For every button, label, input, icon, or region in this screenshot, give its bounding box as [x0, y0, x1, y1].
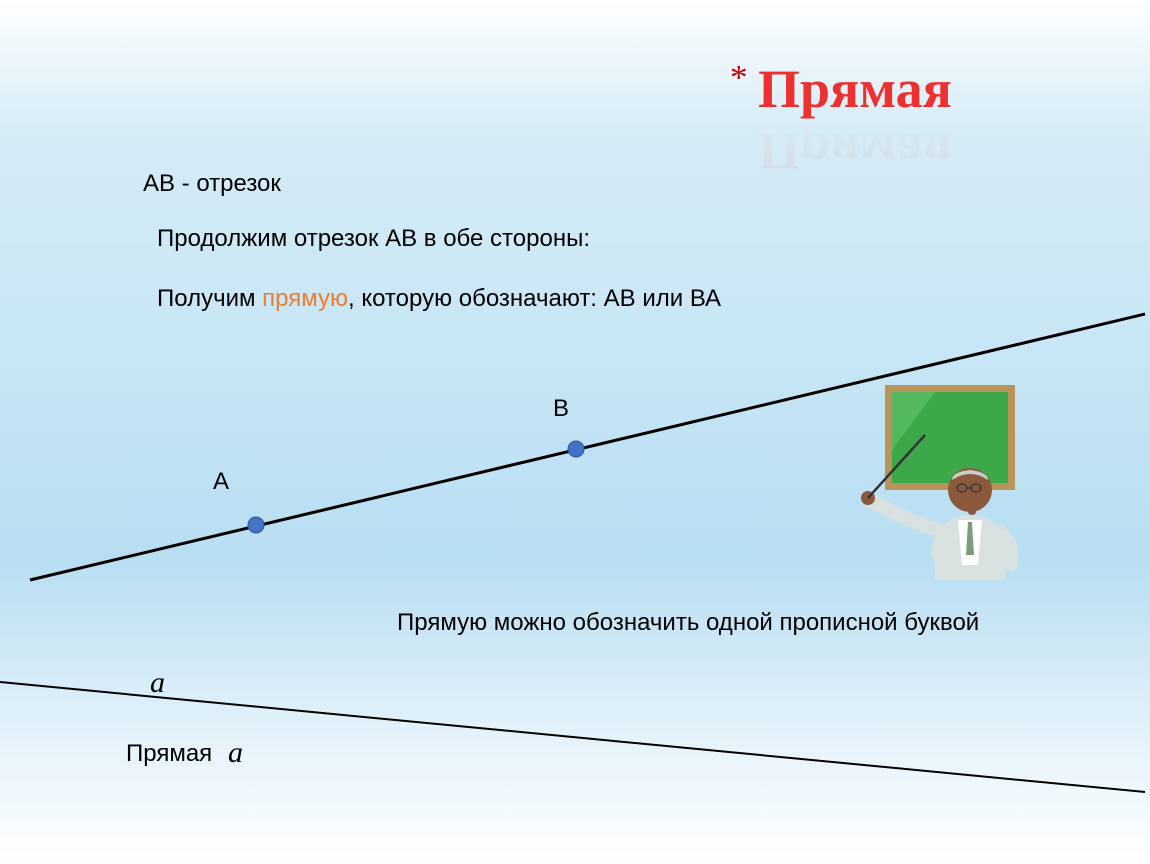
teacher-illustration — [810, 380, 1030, 585]
text-line-name-label: Прямая — [126, 740, 212, 768]
text-result: Получим прямую, которую обозначают: АВ и… — [157, 285, 721, 313]
text-extend: Продолжим отрезок АВ в обе стороны: — [157, 225, 590, 253]
line-label-a-lower: а — [228, 736, 243, 770]
slide-title: Прямая — [758, 58, 952, 120]
teacher-left-arm — [870, 500, 938, 530]
text-segment-label: АВ - отрезок — [143, 170, 281, 198]
line-a — [0, 682, 1145, 792]
point-label-b: В — [553, 395, 569, 423]
text-notation: Прямую можно обозначить одной прописной … — [397, 609, 979, 637]
teacher-ear — [968, 509, 976, 515]
title-bullet: * — [730, 58, 748, 98]
title-reflection: Прямая — [758, 120, 952, 182]
point-label-a: А — [213, 468, 229, 496]
line-label-a-upper: а — [150, 666, 165, 700]
teacher-head — [948, 468, 992, 512]
